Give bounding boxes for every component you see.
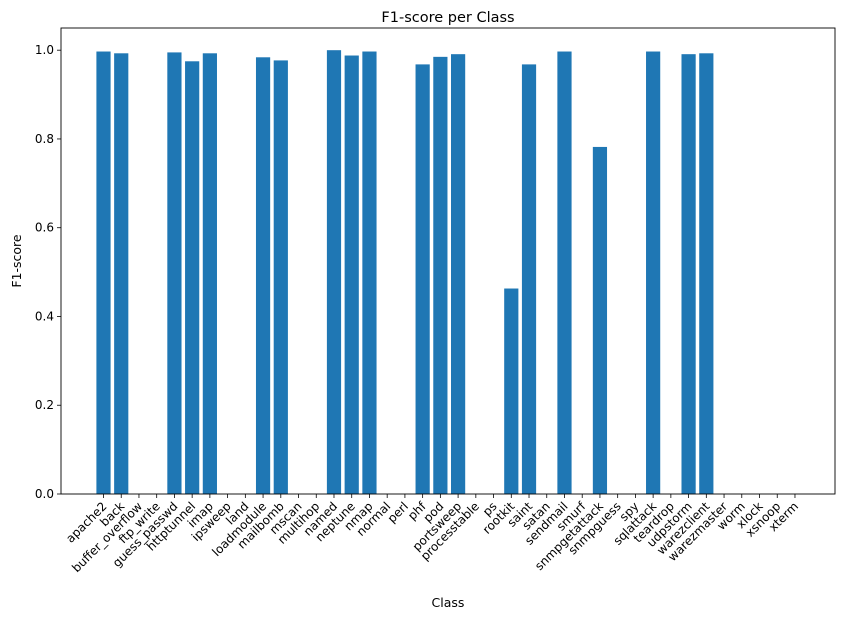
bar-sqlattack [646,51,661,495]
y-tick-label: 0.2 [35,398,54,412]
bar-named [326,50,342,494]
bar-snmpgetattack [592,146,608,494]
bar-back [114,53,129,495]
x-axis-label: Class [432,595,465,610]
plot-frame [60,27,836,495]
bar-phf [415,64,430,494]
bar-mailbomb [273,60,288,495]
bar-warezclient [699,53,714,495]
y-tick-label: 0.0 [35,487,54,501]
bar-rootkit [504,288,519,494]
y-tick-label: 0.8 [35,132,54,146]
bars-group [96,50,714,495]
y-axis-label: F1-score [9,234,24,288]
bar-portsweep [451,54,466,495]
bar-httptunnel [185,61,200,494]
y-tick-label: 1.0 [35,43,54,57]
bar-apache2 [96,51,111,495]
bar-nmap [362,51,377,495]
chart-title: F1-score per Class [381,10,514,26]
bar-loadmodule [255,57,271,494]
x-axis: apache2backbuffer_overflowftp_writeguess… [63,494,801,575]
bar-neptune [344,55,359,495]
bar-pod [433,56,448,494]
bar-imap [202,53,217,495]
bar-udpstorm [681,54,696,495]
y-tick-label: 0.6 [35,221,54,235]
bar-sendmail [557,51,572,495]
y-axis: 0.0 0.2 0.4 0.6 0.8 1.0 [35,43,61,501]
bar-saint [521,64,537,494]
y-tick-label: 0.4 [35,309,54,323]
bar-guess_passwd [167,52,182,494]
